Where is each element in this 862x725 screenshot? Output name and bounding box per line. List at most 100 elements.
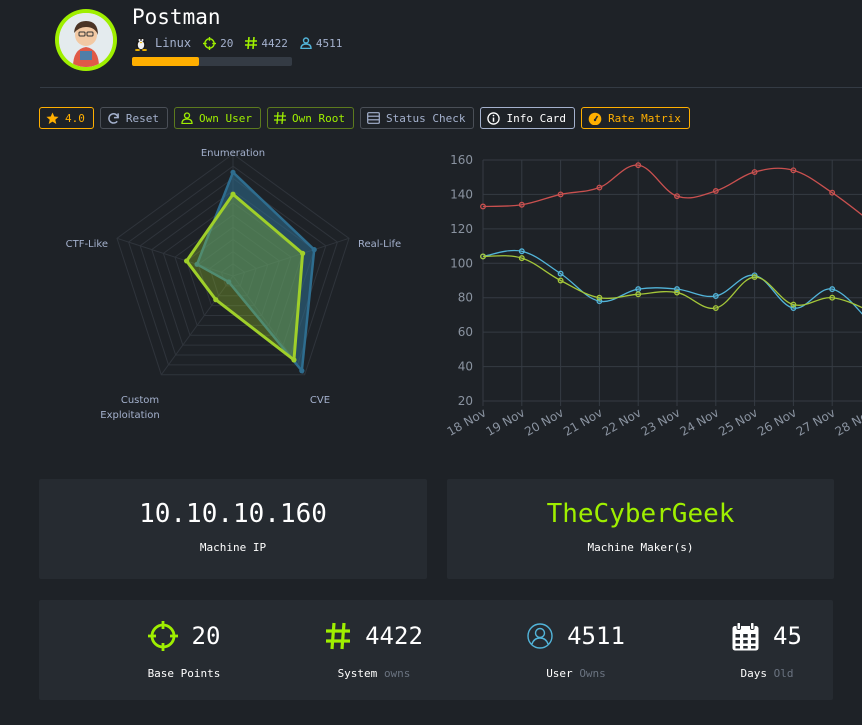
line-point [480, 203, 486, 210]
progress-bar [132, 57, 292, 66]
line-point [712, 293, 719, 299]
line-point [829, 286, 836, 293]
y-tick-label: 140 [450, 187, 473, 201]
machine-header: Postman Linux 20 [0, 0, 862, 88]
system-suffix: owns [383, 667, 411, 680]
line-point [674, 193, 680, 200]
line-point [829, 189, 836, 196]
rating-button[interactable]: 4.0 [39, 107, 94, 129]
radar-label-custom: Custom [121, 395, 159, 406]
rate-matrix-label: Rate Matrix [608, 111, 681, 125]
action-toolbar: 4.0 Reset Own User Own Root Status Check [39, 107, 690, 129]
days-label: Days Old [741, 667, 794, 680]
y-tick-label: 120 [450, 222, 473, 236]
status-check-button[interactable]: Status Check [359, 107, 475, 129]
system-owns-info: 4422 [245, 37, 294, 50]
radar-series-polygon [184, 192, 305, 363]
gauge-icon [588, 112, 602, 125]
x-tick-label: 19 Nov [483, 405, 527, 438]
line-point [712, 305, 719, 311]
line-point [674, 286, 680, 293]
y-tick-label: 60 [458, 325, 473, 339]
line-point [751, 274, 758, 281]
x-tick-label: 23 Nov [639, 405, 683, 438]
line-point [596, 298, 603, 305]
reset-button[interactable]: Reset [99, 107, 168, 129]
y-tick-label: 160 [450, 153, 473, 167]
header-divider [40, 87, 862, 88]
progress-fill [132, 57, 200, 66]
x-tick-label: 22 Nov [600, 405, 644, 438]
system-owns-label: System owns [338, 667, 411, 680]
user-icon [181, 112, 193, 124]
calendar-icon [732, 621, 759, 650]
x-tick-label: 26 Nov [755, 405, 799, 438]
rating-value: 4.0 [65, 111, 85, 125]
days-text: Days [740, 667, 768, 680]
y-tick-label: 80 [458, 291, 473, 305]
machine-ip: 10.10.10.160 [139, 499, 327, 529]
days-suffix: Old [773, 667, 794, 680]
hash-icon [245, 37, 258, 49]
machine-maker[interactable]: TheCyberGeek [546, 499, 735, 529]
machine-meta: Linux 20 4422 4511 [133, 35, 354, 51]
radar-point [213, 297, 219, 303]
stat-days-old: 45 Days Old [677, 619, 857, 680]
stat-user-owns: 4511 User Owns [486, 619, 666, 680]
base-points-value: 20 [191, 622, 221, 650]
stat-base-points: 20 Base Points [94, 619, 274, 680]
own-root-label: Own Root [291, 111, 345, 125]
avatar [55, 9, 117, 71]
radar-point [230, 191, 236, 197]
radar-grid-ring [139, 177, 327, 356]
own-user-button[interactable]: Own User [174, 107, 261, 129]
line-point [790, 301, 797, 308]
avatar-image [59, 13, 113, 67]
stats-panel: 20 Base Points 4422 System owns 4511 Use… [39, 600, 833, 700]
system-label: System [337, 667, 378, 680]
x-tick-label: 25 Nov [716, 405, 760, 438]
line-point [557, 270, 564, 277]
os-label: Linux [155, 36, 192, 50]
rate-matrix-button[interactable]: Rate Matrix [581, 107, 690, 129]
radar-label-enumeration: Enumeration [201, 148, 265, 159]
line-point [751, 169, 758, 175]
line-point [829, 294, 836, 301]
info-card-button[interactable]: Info Card [480, 107, 576, 129]
line-point [790, 167, 797, 174]
machine-maker-label: Machine Maker(s) [587, 541, 694, 554]
radar-point [311, 247, 317, 253]
radar-series [183, 169, 317, 374]
system-owns-stat: 4422 [365, 622, 423, 650]
info-card-label: Info Card [506, 111, 567, 125]
machine-ip-label: Machine IP [199, 541, 267, 554]
user-label: User [546, 667, 573, 680]
radar-point [183, 258, 190, 264]
hash-icon [273, 112, 286, 124]
x-tick-label: 28 Nov [833, 405, 862, 438]
user-suffix: Owns [579, 667, 606, 680]
line-series-path [482, 164, 862, 216]
line-series-path [482, 255, 862, 309]
refresh-icon [108, 112, 119, 124]
machine-name: Postman [132, 5, 221, 29]
own-root-button[interactable]: Own Root [266, 107, 354, 129]
points-value: 20 [220, 36, 234, 50]
line-point [557, 277, 564, 284]
target-icon [147, 621, 178, 651]
x-tick-label: 20 Nov [522, 405, 566, 438]
y-tick-label: 20 [458, 394, 473, 408]
days-value: 45 [773, 622, 802, 650]
status-check-label: Status Check [385, 111, 466, 125]
line-point [635, 291, 642, 298]
line-point [674, 289, 680, 296]
user-owns-value: 4511 [315, 36, 343, 50]
line-point [557, 191, 564, 198]
star-icon [46, 111, 59, 124]
radar-point [194, 261, 200, 267]
base-points-label: Base Points [147, 667, 221, 680]
line-point [790, 305, 797, 311]
x-tick-label: 27 Nov [794, 405, 838, 438]
